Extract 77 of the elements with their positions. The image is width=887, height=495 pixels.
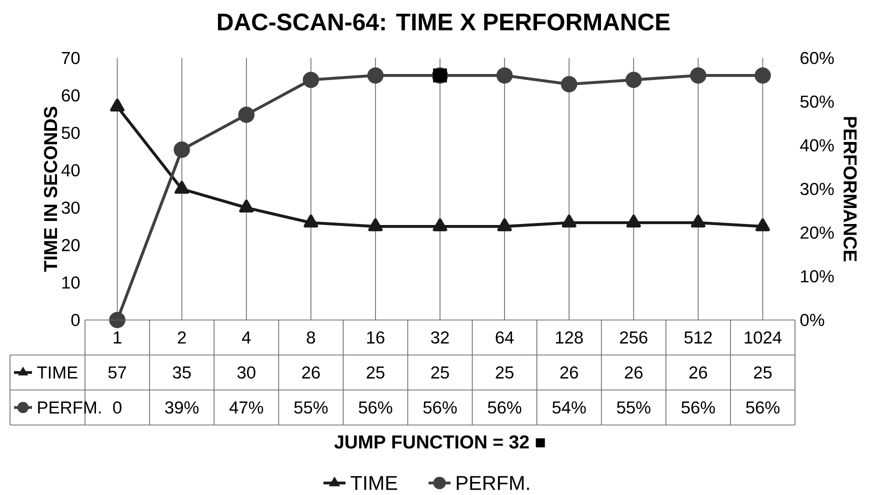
y2-tick-label: 50%: [800, 96, 834, 108]
point: [238, 106, 255, 123]
data-label: 47%: [229, 401, 264, 414]
data-label: 56%: [488, 401, 522, 414]
y-tick-label: 70: [62, 52, 80, 64]
point: [497, 218, 512, 232]
data-label: 26: [689, 366, 708, 379]
y2-tick-label: 20%: [800, 226, 834, 239]
data-label: 35: [172, 366, 191, 379]
y-tick-label: 40: [61, 164, 80, 176]
point: [302, 72, 320, 88]
data-label: 30: [237, 366, 256, 379]
point: [368, 218, 383, 232]
y2-axis-title: PERFORMANCE: [844, 117, 857, 262]
point: [109, 312, 126, 328]
x-tick-label: 4: [242, 332, 251, 344]
data-label: 56%: [423, 401, 457, 414]
x-tick-label: 1024: [744, 331, 782, 344]
legend-label: TIME: [37, 366, 78, 378]
y2-tick-label: 10%: [801, 270, 834, 282]
point: [174, 180, 190, 194]
text: PERFM.: [456, 476, 529, 490]
x-tick-label: 64: [496, 331, 514, 344]
y2-tick-label: 0%: [800, 314, 824, 326]
y2-tick-label: 30%: [800, 182, 834, 196]
point: [496, 67, 513, 84]
y-tick-label: 20: [62, 238, 80, 252]
y-tick-label: 50: [62, 126, 80, 139]
data-label: 25: [431, 366, 449, 379]
data-label: 56%: [358, 401, 392, 414]
data-label: 57: [108, 366, 126, 379]
point: [626, 214, 641, 228]
x-tick-label: 8: [306, 331, 315, 344]
point: [626, 72, 642, 88]
data-label: 56%: [682, 401, 715, 414]
data-label: 55%: [294, 401, 328, 414]
y-tick-label: 0: [71, 314, 80, 326]
y-tick-label: 30: [62, 202, 80, 214]
data-label: 39%: [165, 401, 199, 414]
y-tick-label: 60: [62, 89, 80, 102]
point: [432, 218, 448, 232]
y2-tick-label: 60%: [800, 52, 834, 64]
x-axis-title: JUMP FUNCTION = 32 ■: [334, 435, 545, 449]
data-label: 26: [560, 366, 578, 379]
data-label: 54%: [552, 401, 586, 414]
point: [690, 214, 706, 228]
data-label: 25: [754, 366, 772, 379]
point: [754, 67, 771, 84]
y-axis-title: TIME IN SECONDS: [44, 106, 58, 272]
x-tick-label: 256: [620, 331, 648, 344]
data-label: 55%: [616, 401, 650, 414]
x-tick-label: 128: [556, 331, 583, 344]
data-label: 26: [624, 366, 643, 379]
point: [690, 67, 706, 84]
x-tick-label: 512: [684, 331, 712, 344]
data-label: 56%: [746, 401, 780, 414]
point: [562, 214, 576, 228]
text: TIME: [350, 476, 398, 490]
point: [304, 214, 318, 228]
legend-label: PERFM.: [38, 402, 101, 414]
data-label: 25: [496, 366, 514, 379]
y-tick-label: 10: [62, 276, 80, 289]
point: [755, 218, 770, 232]
point: [560, 76, 578, 92]
y2-tick-label: 40%: [800, 139, 834, 152]
x-tick-label: 16: [367, 331, 384, 344]
x-tick-label: 1: [114, 332, 122, 344]
point: [239, 200, 254, 213]
x-tick-label: 32: [431, 331, 449, 344]
x-tick-label: 2: [178, 331, 186, 344]
chart-title: DAC-SCAN-64: TIME X PERFORMANCE: [218, 13, 670, 30]
point: [174, 142, 190, 158]
point: [110, 98, 125, 112]
data-label: 26: [302, 366, 320, 379]
data-label: 25: [366, 366, 384, 379]
data-label: 0: [113, 401, 122, 414]
point: [367, 67, 384, 84]
